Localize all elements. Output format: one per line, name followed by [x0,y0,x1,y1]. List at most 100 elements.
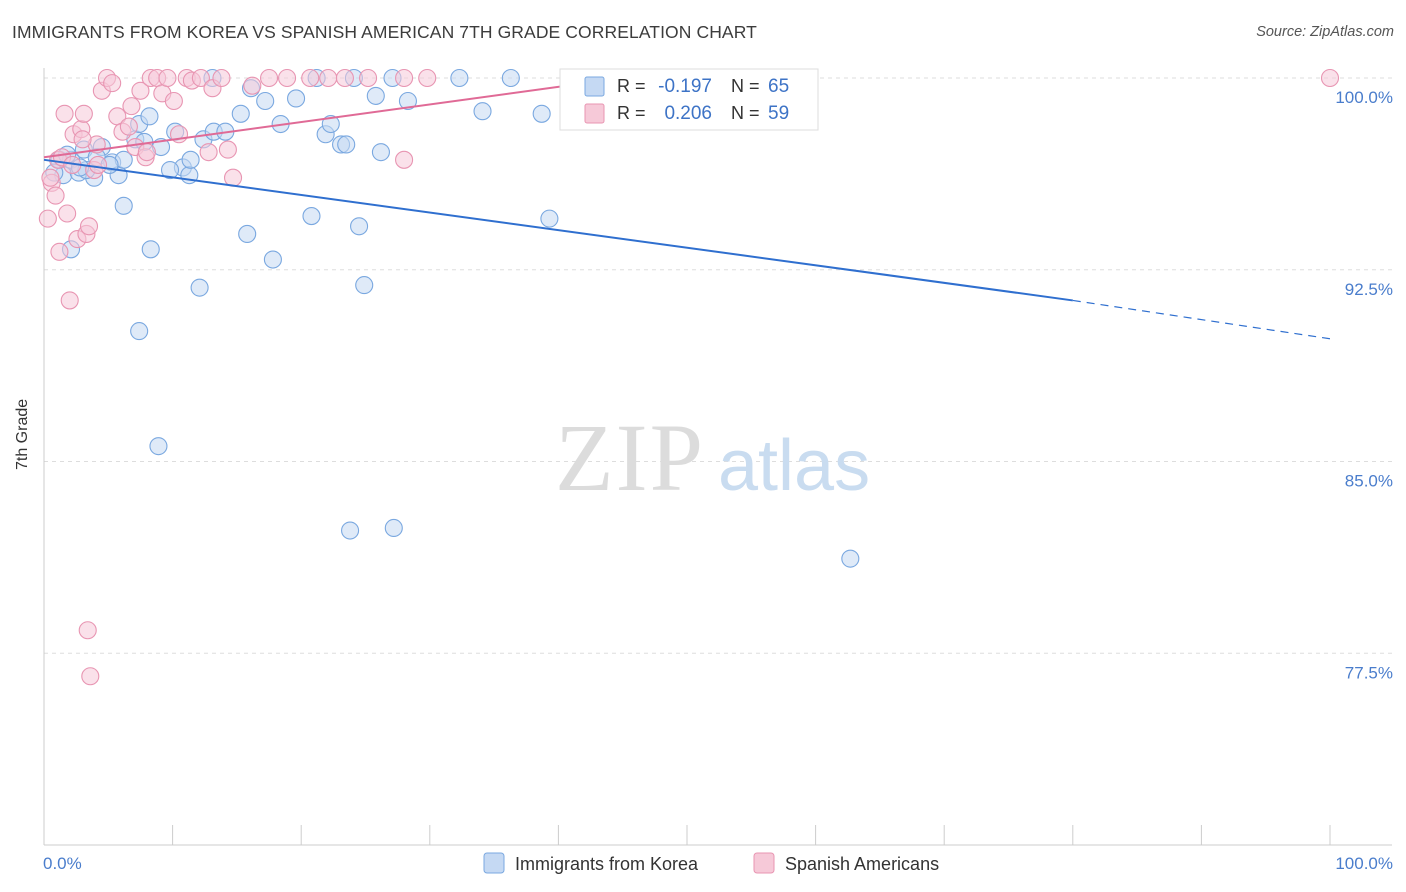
data-point [540,209,559,228]
y-tick-label: 85.0% [1345,472,1393,491]
data-point [190,278,209,297]
data-point [302,207,321,226]
data-point [418,68,437,88]
legend-swatch [584,103,605,124]
chart-title: IMMIGRANTS FROM KOREA VS SPANISH AMERICA… [12,22,757,42]
data-point [259,68,279,88]
data-point [355,276,374,295]
legend-swatch [584,76,605,97]
data-point [160,160,180,180]
data-point [231,104,250,123]
legend-n-label: N = [731,103,760,123]
data-point [81,667,100,686]
legend-n-value: 59 [768,103,789,124]
data-point [395,68,414,88]
data-point [137,143,156,162]
data-point [78,621,97,640]
data-point [212,68,231,88]
data-point [395,150,414,169]
data-point [341,521,360,540]
data-point [46,186,65,205]
data-point [501,68,520,88]
data-points [38,68,1340,686]
data-point [50,242,69,261]
data-point [164,91,183,111]
watermark: ZIP atlas [555,404,870,511]
trend-line-extension [1072,299,1331,340]
data-point [384,518,403,538]
data-point [398,91,417,111]
data-point [243,76,262,95]
legend-swatch [483,852,505,874]
data-point [73,130,92,149]
x-tick-label: 100.0% [1335,854,1393,873]
legend-r-label: R = [617,76,646,96]
series-spanish-americans-points [38,68,1340,686]
data-point [140,107,159,126]
data-point [38,209,57,228]
watermark-zip: ZIP [555,404,705,511]
data-point [130,322,149,341]
data-point [74,104,93,123]
data-point [114,196,133,215]
data-point [301,68,320,88]
data-point [58,204,77,223]
data-point [55,104,74,123]
data-point [79,217,99,236]
data-point [256,91,275,111]
data-point [335,68,354,88]
data-point [321,114,340,134]
data-point [359,68,378,88]
trend-line-korea [43,158,1073,302]
y-tick-label: 77.5% [1345,663,1393,682]
trend-lines [43,77,1331,340]
data-point [131,81,150,100]
data-point [119,117,138,136]
legend-r-label: R = [617,103,646,123]
legend-label: Immigrants from Korea [515,854,699,874]
trend-line-spanish-americans [43,77,623,159]
legend-label: Spanish Americans [785,854,939,874]
legend-r-value: 0.206 [664,103,712,124]
data-point [263,250,282,269]
data-point [238,224,257,244]
data-point [450,68,469,88]
data-point [366,86,385,105]
legend-n-label: N = [731,76,760,96]
data-point [41,168,60,187]
x-tick-label: 0.0% [43,854,82,873]
data-point [218,140,237,159]
data-point [181,150,200,169]
data-point [88,155,108,174]
data-point [199,143,218,162]
data-point [532,104,551,123]
series-legend: Immigrants from Korea Spanish Americans [483,852,939,874]
y-tick-label: 100.0% [1335,88,1393,107]
data-point [473,102,492,121]
legend-swatch [753,852,775,874]
data-point [149,437,168,456]
data-point [1320,68,1340,88]
legend-n-value: 65 [768,76,789,97]
data-point [122,97,141,116]
data-point [191,68,210,88]
data-point [337,135,356,154]
data-point [319,68,338,88]
stats-legend: R = -0.197 N = 65 R = 0.206 N = 59 [559,68,819,131]
tick-labels: 77.5% 85.0% 92.5% 100.0% 0.0% 100.0% [43,88,1393,873]
data-point [371,143,390,162]
y-tick-label: 92.5% [1345,280,1393,299]
watermark-atlas: atlas [718,426,870,506]
data-point [223,168,243,187]
axes [43,68,1392,846]
data-point [278,68,297,88]
data-point [60,291,79,310]
data-point [841,549,860,568]
gridlines [44,77,1392,654]
data-point [158,68,177,88]
chart-source: Source: ZipAtlas.com [1256,24,1394,40]
legend-r-value: -0.197 [658,76,712,97]
data-point [141,240,160,259]
data-point [287,89,306,108]
